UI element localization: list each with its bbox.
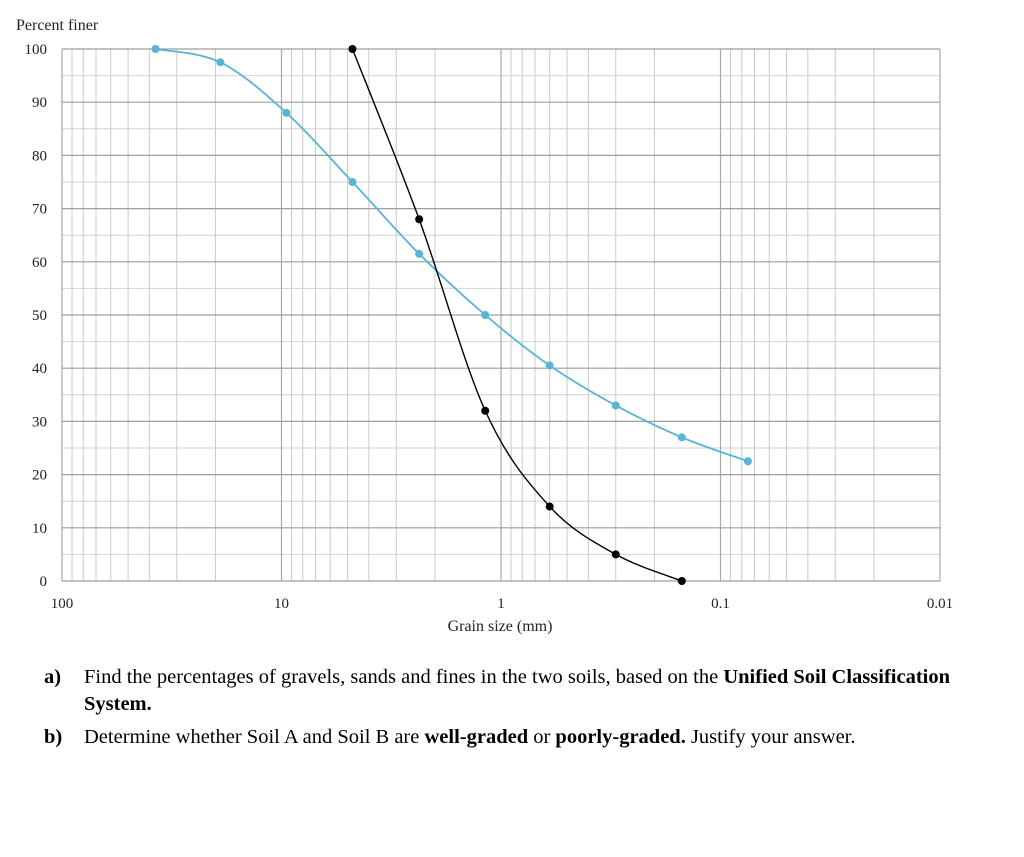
question-b-text: Determine whether Soil A and Soil B are: [84, 726, 425, 748]
series-1-point: [415, 249, 424, 258]
question-a-bold: Unified Soil Classification System.: [84, 666, 951, 715]
data-points: [151, 45, 752, 585]
series-1-point: [282, 108, 291, 117]
y-tick-label: 70: [32, 202, 47, 218]
question-b-bold-1: well-graded: [424, 726, 529, 748]
y-tick-label: 60: [32, 255, 47, 271]
question-a-letter: a): [44, 666, 62, 688]
series-2-point: [545, 502, 554, 511]
series-1-point: [677, 433, 686, 442]
y-tick-label: 90: [32, 95, 47, 111]
x-tick-label: 0.01: [927, 596, 953, 612]
series-1-point: [216, 58, 225, 67]
series-1-point: [481, 311, 490, 319]
series-2-point: [611, 550, 620, 559]
major-gridlines: [61, 48, 941, 582]
question-b-letter: b): [44, 726, 63, 748]
series-1-point: [611, 401, 620, 410]
y-axis-title: Percent finer: [16, 17, 99, 34]
question-b: b) Determine whether Soil A and Soil B a…: [44, 724, 974, 751]
question-b-tail: Justify your answer.: [685, 726, 856, 748]
series-1-point: [743, 457, 752, 466]
question-b-bold-2: poorly-graded.: [555, 726, 686, 748]
x-axis-title: Grain size (mm): [448, 618, 553, 635]
series-1-point: [545, 361, 554, 370]
grain-size-chart: 100 10 1 0.1 0.01 0 10 20 30 40 50 60 70 80 90 100 Perc…: [16, 17, 954, 635]
question-a-text: Find the percentages of gravels, sands a…: [84, 666, 724, 688]
series-2-point: [415, 215, 424, 224]
x-tick-label: 10: [274, 596, 289, 612]
series-2-point: [481, 406, 490, 415]
tick-labels: 100 10 1 0.1 0.01 0 10 20 30 40 50 60 70 80 90 100: [25, 42, 954, 612]
y-tick-label: 30: [32, 414, 47, 430]
series-1-point: [348, 178, 357, 186]
series-1-line: [155, 48, 749, 463]
question-b-or: or: [528, 726, 556, 748]
series-1-point: [151, 45, 160, 53]
y-tick-label: 100: [25, 42, 48, 58]
y-tick-label: 50: [32, 308, 47, 324]
series-2-point: [677, 577, 686, 585]
question-a: a) Find the percentages of gravels, sand…: [44, 664, 974, 718]
x-tick-label: 1: [497, 596, 505, 612]
y-tick-label: 80: [32, 148, 47, 164]
y-tick-label: 10: [32, 521, 47, 537]
series-2-point: [348, 45, 357, 53]
y-tick-label: 0: [40, 574, 48, 590]
y-tick-label: 20: [32, 468, 47, 484]
y-tick-label: 40: [32, 361, 47, 377]
question-list: a) Find the percentages of gravels, sand…: [44, 664, 974, 757]
x-tick-label: 0.1: [711, 596, 730, 612]
x-tick-label: 100: [51, 596, 74, 612]
